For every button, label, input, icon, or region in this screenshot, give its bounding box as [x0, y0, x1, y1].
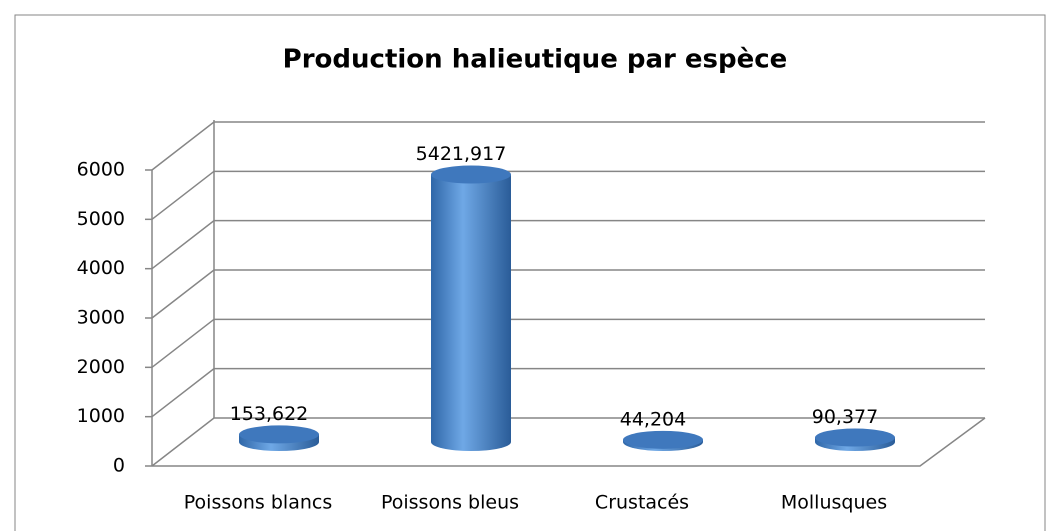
data-label: 44,204 [620, 408, 686, 430]
data-label: 153,622 [230, 403, 309, 425]
bar-top [239, 425, 319, 444]
y-tick-label: 1000 [77, 405, 125, 427]
y-tick-label: 0 [113, 455, 125, 477]
x-tick-label: Mollusques [781, 492, 887, 514]
x-tick-label: Crustacés [595, 492, 689, 514]
grid-line [151, 219, 985, 270]
data-label: 90,377 [812, 406, 878, 428]
grid-line [151, 170, 985, 220]
x-tick-label: Poissons blancs [184, 492, 332, 514]
grid-line [151, 417, 985, 467]
grid-line [151, 269, 985, 319]
floor-edge [152, 417, 986, 467]
bar [431, 174, 511, 451]
chart-frame [14, 14, 1046, 531]
y-tick-label: 4000 [77, 257, 125, 279]
bar-top [431, 165, 511, 184]
x-tick-label: Poissons bleus [381, 492, 519, 514]
bar-top [623, 430, 703, 449]
bar-top [815, 428, 895, 447]
chart-title: Production halieutique par espèce [283, 45, 788, 75]
grid-line [151, 318, 985, 368]
grid-line [151, 367, 985, 418]
grid-line [151, 121, 985, 171]
y-tick-label: 3000 [77, 307, 125, 329]
y-tick-label: 2000 [77, 356, 125, 378]
data-label: 5421,917 [416, 143, 507, 165]
y-tick-label: 6000 [77, 159, 125, 181]
y-tick-label: 5000 [77, 208, 125, 230]
